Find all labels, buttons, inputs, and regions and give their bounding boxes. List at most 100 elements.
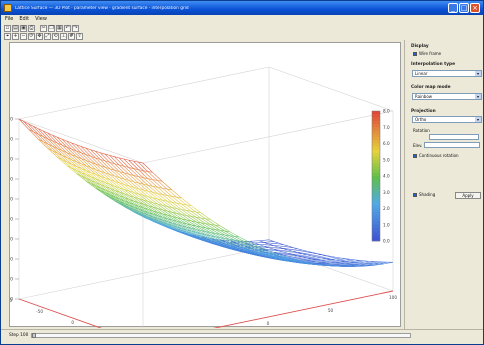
surface-gridline [147,184,153,187]
apply-button[interactable]: Apply [455,192,481,199]
surface-gridline [191,216,197,218]
color-map-select[interactable]: Rainbow ▾ [412,93,482,100]
surface-gridline [258,246,269,251]
surface-gridline [85,165,91,168]
surface-gridline [71,159,82,169]
surface-gridline [181,228,192,234]
interpolation-select[interactable]: Linear ▾ [412,70,482,77]
copy-icon[interactable]: ❐ [48,24,55,32]
colorbar-segment [372,124,380,128]
surface-gridline [85,147,91,150]
surface-gridline [282,259,293,262]
colorbar-segment [372,228,380,232]
wireframe-checkbox[interactable] [413,51,417,56]
surface-plot[interactable]: 9.08.07.06.05.04.03.02.01.00.0-100-50050… [10,43,402,328]
surface-gridline [95,169,101,172]
axes-icon[interactable]: ⊥ [60,32,67,40]
surface-gridline [273,248,284,250]
menu-edit[interactable]: Edit [19,16,30,22]
colorbar-segment [372,237,380,242]
surface-gridline [52,150,58,154]
fit-icon[interactable]: ⤢ [44,32,51,40]
surface-gridline [215,240,221,243]
zoom-out-icon[interactable]: − [20,32,27,40]
pan-icon[interactable]: ✥ [36,32,43,40]
surface-gridline [210,224,221,231]
open-icon[interactable]: ▤ [12,24,19,32]
colorbar-tick-label: 3.0 [383,190,390,195]
surface-gridline [283,247,293,249]
surface-gridline [330,262,341,265]
export-icon[interactable]: ⇪ [76,32,83,40]
grid-icon[interactable]: # [68,32,75,40]
surface-gridline [186,204,197,213]
continuous-rotation-checkbox[interactable] [413,153,417,158]
surface-gridline [109,155,115,157]
surface-gridline [114,199,125,206]
minimize-button[interactable]: _ [448,3,458,13]
colorbar-tick-label: 1.0 [383,222,390,227]
surface-gridline [181,203,192,212]
elevation-field[interactable] [424,142,481,148]
wireframe-checkbox-row[interactable]: Wire frame [413,51,441,56]
surface-gridline [171,189,182,199]
surface-gridline [167,206,178,214]
colorbar-frame [371,110,381,242]
undo-icon[interactable]: ↶ [64,24,71,32]
cut-icon[interactable]: ✂ [40,24,47,32]
save-icon[interactable]: ▣ [20,24,27,32]
close-button[interactable]: × [470,3,480,13]
surface-gridline [66,146,77,157]
surface-gridline [99,159,110,169]
surface-gridline [52,150,63,160]
title-bar[interactable]: Lattice Surface — 3D Plot · parameter vi… [1,1,483,15]
surface-gridline [181,197,192,206]
shading-checkbox[interactable] [413,192,417,197]
maximize-button[interactable]: □ [459,3,469,13]
surface-gridline [254,242,260,245]
surface-gridline [133,181,144,191]
surface-gridline [104,177,115,187]
projection-value: Ortho [415,117,427,122]
surface-gridline [200,233,211,239]
menu-file[interactable]: File [5,16,14,22]
shading-row[interactable]: Shading [413,192,435,197]
surface-gridline [90,149,96,152]
paste-icon[interactable]: ▦ [56,24,63,32]
reset-icon[interactable]: ⟲ [52,32,59,40]
surface-gridline [373,263,384,266]
surface-gridline [177,230,183,233]
zoom-in-icon[interactable]: + [12,32,19,40]
rotation-field[interactable] [429,134,479,140]
plot-area[interactable]: 9.08.07.06.05.04.03.02.01.00.0-100-50050… [9,42,402,328]
surface-gridline [153,216,164,223]
rotate-icon[interactable]: ⟳ [28,32,35,40]
surface-gridline [62,159,73,169]
surface-gridline [52,145,63,156]
surface-gridline [147,171,158,181]
surface-gridline [301,261,312,264]
redo-icon[interactable]: ↷ [72,24,79,32]
colorbar-segment [372,192,380,196]
print-icon[interactable]: ⎙ [28,24,35,32]
surface-gridline [292,253,303,255]
menu-view[interactable]: View [35,16,47,22]
surface-gridline [162,209,168,212]
surface-gridline [28,128,34,132]
continuous-rotation-row[interactable]: Continuous rotation [413,153,459,158]
surface-gridline [81,172,92,181]
projection-select[interactable]: Ortho ▾ [412,116,482,123]
surface-gridline [234,236,245,242]
step-slider[interactable] [31,333,412,338]
surface-gridline [171,202,182,210]
surface-gridline [119,201,130,208]
select-icon[interactable]: ⌖ [4,32,11,40]
slider-thumb[interactable] [32,333,37,338]
surface-gridline [61,138,67,142]
surface-gridline [292,260,302,264]
new-icon[interactable]: ▫ [4,24,11,32]
surface-gridline [143,189,149,192]
surface-gridline [340,257,346,259]
surface-gridline [321,261,331,263]
surface-gridline [186,226,197,233]
